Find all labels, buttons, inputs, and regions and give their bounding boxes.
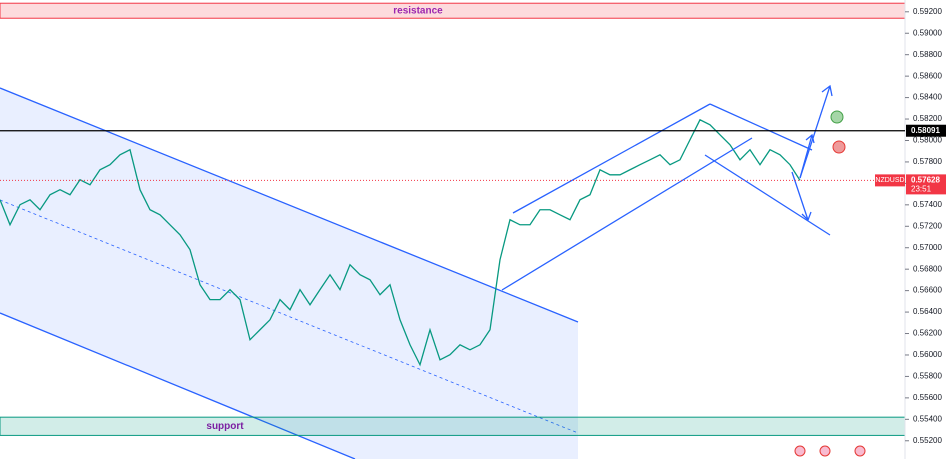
trendline: [709, 103, 813, 151]
y-tick-label: 0.56600: [913, 286, 942, 295]
buy-signal: [830, 110, 844, 124]
y-tick-label: 0.58000: [913, 136, 942, 145]
sell-signal: [832, 140, 846, 154]
y-tick-label: 0.59000: [913, 28, 942, 37]
level-box: [906, 124, 946, 137]
support-zone: [0, 416, 906, 436]
symbol-box: [875, 174, 905, 187]
y-tick-label: 0.58600: [913, 71, 942, 80]
y-tick-label: 0.55600: [913, 393, 942, 402]
countdown-label: 23:51: [911, 184, 932, 193]
level-label: 0.58091: [911, 126, 940, 135]
y-tick-label: 0.55800: [913, 372, 942, 381]
trendline: [0, 87, 579, 323]
support-label: support: [206, 421, 244, 432]
y-tick-label: 0.58400: [913, 93, 942, 102]
y-tick-label: 0.57400: [913, 200, 942, 209]
y-tick-label: 0.58200: [913, 114, 942, 123]
symbol-label: NZDUSD: [875, 177, 904, 184]
trendline: [512, 103, 711, 214]
y-tick-label: 0.56800: [913, 264, 942, 273]
y-tick-label: 0.56000: [913, 350, 942, 359]
y-tick-label: 0.57000: [913, 243, 942, 252]
resistance-zone: [0, 2, 906, 19]
plot: [0, 2, 906, 436]
price-box: [906, 174, 946, 195]
price-line: [0, 118, 801, 367]
y-tick-label: 0.55400: [913, 414, 942, 423]
y-tick-label: 0.55200: [913, 436, 942, 445]
trendline: [501, 137, 753, 291]
y-tick-label: 0.57200: [913, 221, 942, 230]
y-tick-label: 0.59200: [913, 7, 942, 16]
midline: [0, 199, 579, 434]
y-tick-label: 0.56400: [913, 307, 942, 316]
arrows: [791, 84, 833, 222]
y-tick-label: 0.57800: [913, 157, 942, 166]
event-icons: [794, 445, 866, 457]
resistance-label: resistance: [393, 5, 443, 16]
last-price-label: 0.57628: [911, 175, 940, 184]
y-tick-label: 0.56200: [913, 329, 942, 338]
channel-fill: [0, 88, 578, 459]
y-tick-label: 0.58800: [913, 50, 942, 59]
trendline: [704, 154, 831, 236]
trendline: [0, 312, 356, 459]
